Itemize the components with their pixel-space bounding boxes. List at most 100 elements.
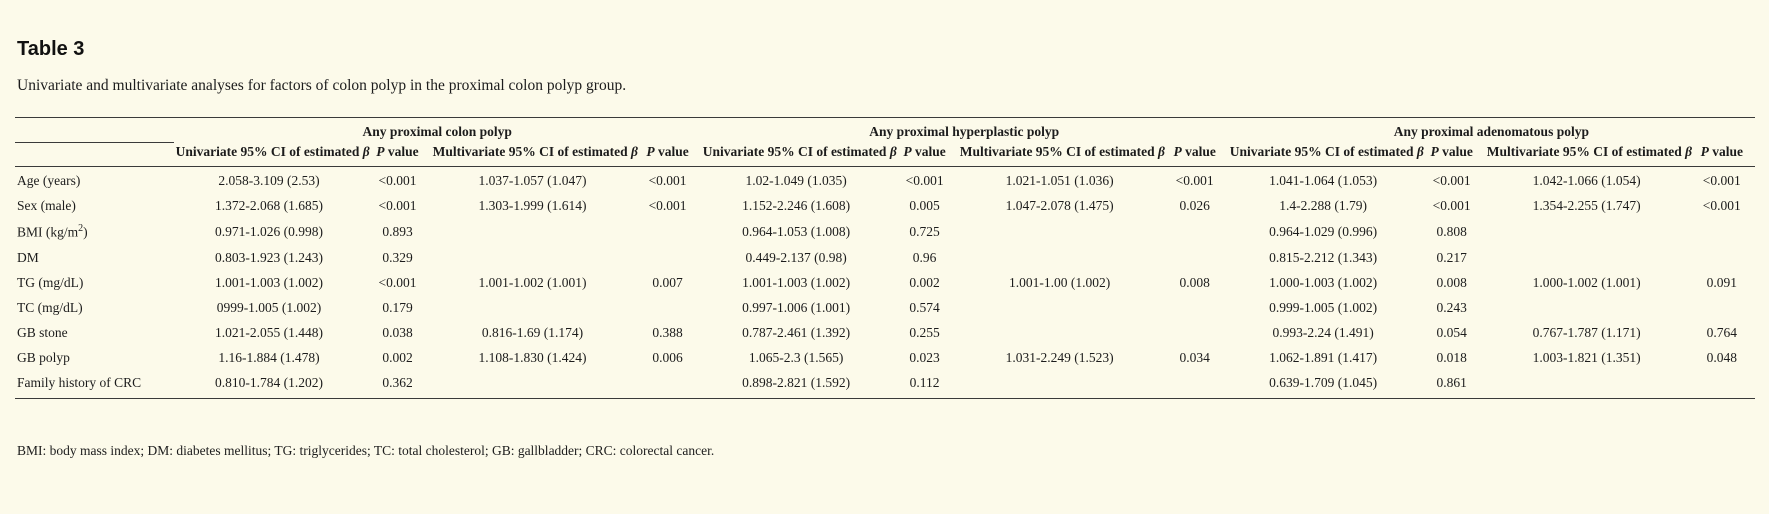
ci-value-cell bbox=[431, 245, 635, 270]
beta-symbol: β bbox=[630, 144, 638, 159]
p-value-cell: 0.002 bbox=[382, 349, 413, 365]
col-header-p-value: P value bbox=[646, 144, 689, 159]
row-label: TC (mg/dL) bbox=[17, 299, 83, 315]
p-value-cell: 0.023 bbox=[909, 349, 940, 365]
col-header-multivariate-ci: Multivariate 95% CI of estimated β bbox=[432, 144, 638, 159]
p-value-cell: 0.091 bbox=[1706, 274, 1737, 290]
ci-value-cell: 0.971-1.026 (0.998) bbox=[215, 223, 323, 239]
col-header-multivariate-ci: Multivariate 95% CI of estimated β bbox=[1486, 144, 1693, 159]
ci-value-cell: 0.787-2.461 (1.392) bbox=[742, 324, 851, 340]
ci-value-cell: 1.02-1.049 (1.035) bbox=[700, 166, 892, 194]
ci-value-cell bbox=[430, 370, 635, 399]
p-value-cell: 0.574 bbox=[909, 299, 940, 315]
ci-value-cell: 0.767-1.787 (1.171) bbox=[1532, 324, 1641, 340]
ci-value-cell: 1.062-1.891 (1.417) bbox=[1269, 349, 1378, 365]
ci-value-cell bbox=[1485, 295, 1689, 320]
superscript: 2 bbox=[78, 223, 84, 234]
ci-value-cell: 1.065-2.3 (1.565) bbox=[748, 349, 844, 365]
p-value-cell: 0.179 bbox=[382, 299, 413, 315]
row-label: DM bbox=[17, 249, 39, 265]
analysis-table: Any proximal colon polyp Any proximal hy… bbox=[15, 117, 1755, 399]
ci-value-cell bbox=[431, 295, 635, 320]
ci-value-cell bbox=[958, 219, 1162, 246]
table-title: Table 3 bbox=[17, 38, 85, 60]
ci-value-cell: 1.152-2.246 (1.608) bbox=[742, 198, 851, 213]
p-value-cell bbox=[1162, 320, 1228, 345]
ci-value-cell: 1.354-2.255 (1.747) bbox=[1532, 198, 1641, 213]
p-value-cell: 0.388 bbox=[652, 324, 683, 340]
p-value-cell bbox=[1689, 219, 1755, 246]
ci-value-cell: 0.964-1.053 (1.008) bbox=[742, 223, 851, 239]
ci-value-cell: 0.964-1.029 (0.996) bbox=[1269, 223, 1378, 239]
row-label: GB polyp bbox=[17, 349, 70, 365]
p-value-cell bbox=[1688, 370, 1755, 399]
ci-value-cell: 2.058-3.109 (2.53) bbox=[173, 166, 365, 194]
p-value-cell bbox=[1161, 370, 1228, 399]
p-value-cell: <0.001 bbox=[1418, 166, 1485, 194]
ci-value-cell: 1.4-2.288 (1.79) bbox=[1279, 198, 1368, 213]
ci-value-cell: 0.999-1.005 (1.002) bbox=[1269, 299, 1378, 315]
ci-value-cell: 1.000-1.002 (1.001) bbox=[1532, 274, 1641, 290]
ci-value-cell: 0.815-2.212 (1.343) bbox=[1269, 249, 1378, 265]
ci-value-cell: 1.001-1.003 (1.002) bbox=[215, 274, 323, 290]
col-header-p-value: P value bbox=[1700, 144, 1743, 159]
corner-cell bbox=[15, 117, 174, 142]
group-header-hyperplastic-polyp: Any proximal hyperplastic polyp bbox=[700, 117, 1228, 142]
col-header-univariate-ci: Univariate 95% CI of estimated β bbox=[1229, 144, 1424, 159]
p-value-cell bbox=[1162, 295, 1228, 320]
col-header-p-value: P value bbox=[376, 144, 419, 159]
p-value-cell: <0.001 bbox=[1432, 198, 1471, 213]
ci-value-cell: 0.898-2.821 (1.592) bbox=[700, 370, 892, 399]
p-value-cell: 0.038 bbox=[382, 324, 413, 340]
p-value-cell: <0.001 bbox=[364, 166, 431, 194]
ci-value-cell: 1.16-1.884 (1.478) bbox=[218, 349, 320, 365]
p-value-cell: 0.034 bbox=[1179, 349, 1210, 365]
p-value-cell: 0.329 bbox=[382, 249, 413, 265]
ci-value-cell: 0.803-1.923 (1.243) bbox=[215, 249, 323, 265]
ci-value-cell: 1.021-1.051 (1.036) bbox=[957, 166, 1162, 194]
p-value-cell: 0.808 bbox=[1436, 223, 1467, 239]
table-row: Family history of CRC 0.810-1.784 (1.202)… bbox=[15, 370, 1755, 399]
ci-value-cell bbox=[1485, 219, 1689, 246]
col-header-univariate-ci: Univariate 95% CI of estimated β bbox=[702, 144, 897, 159]
p-value-cell: <0.001 bbox=[648, 198, 687, 213]
p-value-cell: <0.001 bbox=[1161, 166, 1228, 194]
corner-cell bbox=[15, 141, 174, 167]
p-value-cell: 0.054 bbox=[1436, 324, 1467, 340]
ci-value-cell: 1.108-1.830 (1.424) bbox=[478, 349, 587, 365]
table-row: Age (years) 2.058-3.109 (2.53) <0.001 1.037… bbox=[15, 166, 1755, 194]
beta-symbol: β bbox=[362, 144, 370, 159]
ci-value-cell: 1.001-1.00 (1.002) bbox=[1008, 274, 1111, 290]
row-label: Family history of CRC bbox=[15, 370, 174, 399]
p-value-cell: 0.217 bbox=[1436, 249, 1467, 265]
row-label: Age (years) bbox=[15, 166, 174, 194]
table-caption: Univariate and multivariate analyses for… bbox=[17, 77, 627, 94]
ci-value-cell: 1.003-1.821 (1.351) bbox=[1532, 349, 1641, 365]
table-row: GB stone 1.021-2.055 (1.448) 0.038 0.816-1.… bbox=[15, 320, 1755, 345]
p-value-cell bbox=[634, 295, 700, 320]
p-value-cell: <0.001 bbox=[1702, 198, 1741, 213]
ci-value-cell: 0.993-2.24 (1.491) bbox=[1272, 324, 1374, 340]
column-header-row: Univariate 95% CI of estimated β P value… bbox=[15, 141, 1755, 167]
p-value-cell: <0.001 bbox=[1688, 166, 1755, 194]
p-value-cell bbox=[1689, 295, 1755, 320]
table-row: DM 0.803-1.923 (1.243) 0.329 0.449-2.137 (0… bbox=[15, 245, 1755, 270]
ci-value-cell: 1.000-1.003 (1.002) bbox=[1269, 274, 1378, 290]
table-body: Age (years) 2.058-3.109 (2.53) <0.001 1.037… bbox=[15, 166, 1755, 399]
ci-value-cell: 1.001-1.003 (1.002) bbox=[742, 274, 851, 290]
p-value-cell bbox=[1689, 245, 1755, 270]
row-label: GB stone bbox=[17, 324, 68, 340]
beta-symbol: β bbox=[1416, 144, 1424, 159]
ci-value-cell: 1.001-1.002 (1.001) bbox=[478, 274, 587, 290]
p-value-cell bbox=[634, 370, 701, 399]
p-value-cell: <0.001 bbox=[378, 198, 417, 213]
ci-value-cell: 0999-1.005 (1.002) bbox=[216, 299, 322, 315]
p-value-cell: 0.893 bbox=[382, 223, 413, 239]
ci-value-cell: 0.449-2.137 (0.98) bbox=[745, 249, 847, 265]
ci-value-cell bbox=[958, 295, 1162, 320]
beta-symbol: β bbox=[889, 144, 897, 159]
p-value-cell: 0.112 bbox=[891, 370, 958, 399]
p-value-cell: 0.026 bbox=[1179, 198, 1210, 213]
col-header-multivariate-ci: Multivariate 95% CI of estimated β bbox=[959, 144, 1165, 159]
